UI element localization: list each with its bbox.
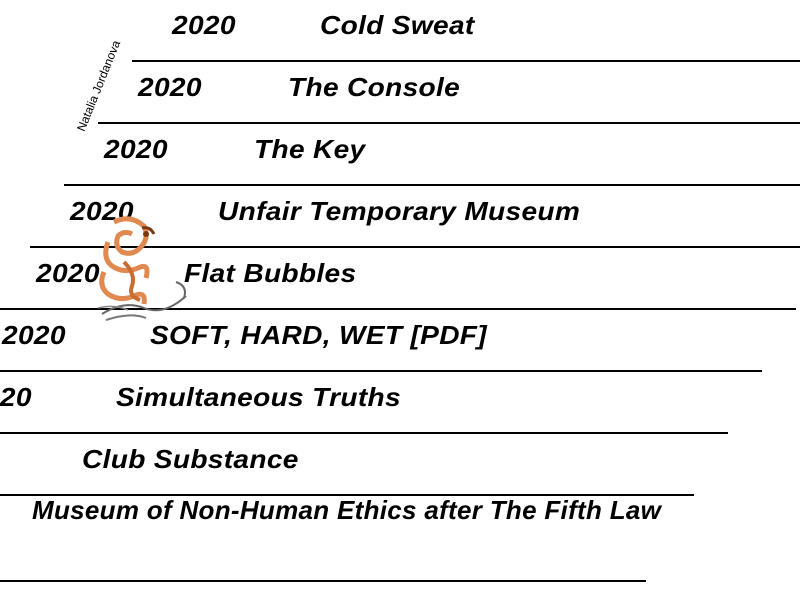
entry-title-link[interactable]: SOFT, HARD, WET [PDF] — [150, 320, 487, 350]
list-item[interactable]: 2020 Cold Sweat — [132, 0, 800, 62]
list-item[interactable]: 2020 The Key — [64, 124, 800, 186]
list-item[interactable]: Museum of Non-Human Ethics after The Fif… — [0, 496, 661, 582]
entry-year: 2020 — [2, 320, 66, 350]
entry-title-link[interactable]: Club Substance — [82, 444, 299, 474]
list-item[interactable]: 2020 Simultaneous Truths — [0, 372, 728, 434]
list-item[interactable]: 2019 Club Substance — [0, 434, 694, 496]
entry-title-link[interactable]: Flat Bubbles — [184, 258, 357, 288]
entry-year: 2020 — [104, 134, 168, 164]
entry-title-link[interactable]: The Key — [254, 134, 366, 164]
entry-title-link[interactable]: Unfair Temporary Museum — [218, 196, 581, 226]
list-item[interactable]: 2020 SOFT, HARD, WET [PDF] — [0, 310, 762, 372]
entry-year: 2020 — [0, 382, 32, 412]
entry-title-link[interactable]: Simultaneous Truths — [116, 382, 401, 412]
entry-title-link[interactable]: Cold Sweat — [320, 10, 475, 40]
entry-year: 2020 — [172, 10, 236, 40]
entry-title-link[interactable]: The Console — [288, 72, 461, 102]
list-item[interactable]: 2020 Flat Bubbles — [0, 248, 796, 310]
entry-title-link[interactable]: Museum of Non-Human Ethics after The Fif… — [32, 495, 662, 525]
entry-year: 2020 — [36, 258, 100, 288]
entry-year: 2020 — [138, 72, 202, 102]
list-item[interactable]: 2020 Unfair Temporary Museum — [30, 186, 800, 248]
list-item[interactable]: 2020 The Console — [98, 62, 800, 124]
orange-3d-sculpture-icon — [84, 212, 194, 324]
